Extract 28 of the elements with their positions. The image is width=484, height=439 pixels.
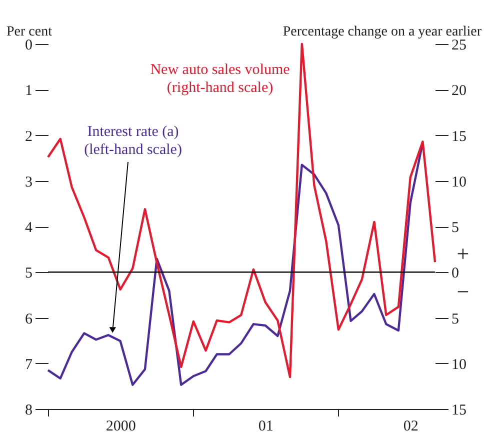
y2-axis-title: Percentage change on a year earlier bbox=[282, 24, 482, 40]
y-tick-label: 2 bbox=[25, 128, 32, 145]
text: − bbox=[456, 279, 470, 304]
y2-tick-label: 10 bbox=[452, 174, 466, 190]
y-axis-title: Per cent bbox=[6, 24, 52, 40]
x-tick-label: 01 bbox=[258, 418, 274, 434]
y2-tick-label: 0 bbox=[452, 266, 459, 282]
x-tick-label: 2000 bbox=[106, 418, 136, 434]
y-tick-label: 3 bbox=[25, 174, 32, 190]
y2-tick-label: 20 bbox=[452, 83, 466, 100]
y-tick-label: 8 bbox=[25, 402, 32, 418]
line-series bbox=[46, 42, 436, 378]
series-label: New auto sales volume (right-hand scale) bbox=[150, 62, 290, 96]
y2-tick-label: 5 bbox=[452, 311, 459, 328]
x-tick-label: 02 bbox=[403, 418, 418, 434]
y2-tick-label: 10 bbox=[452, 356, 466, 373]
y2-tick-label: 25 bbox=[452, 38, 466, 54]
y-tick-label: 4 bbox=[25, 220, 33, 236]
y-tick-label: 5 bbox=[25, 266, 32, 282]
text: Interest rate (a) (left-hand scale) bbox=[84, 124, 182, 158]
y-tick-label: 7 bbox=[25, 356, 33, 373]
y2-tick-label: 15 bbox=[452, 402, 466, 418]
y-tick-label: 1 bbox=[25, 83, 32, 100]
y2-tick-label: 5 bbox=[452, 220, 459, 236]
text: + bbox=[456, 241, 470, 266]
y-tick-label: 6 bbox=[25, 311, 33, 328]
y-tick-label: 0 bbox=[25, 38, 32, 54]
y2-tick-label: 15 bbox=[452, 128, 466, 145]
